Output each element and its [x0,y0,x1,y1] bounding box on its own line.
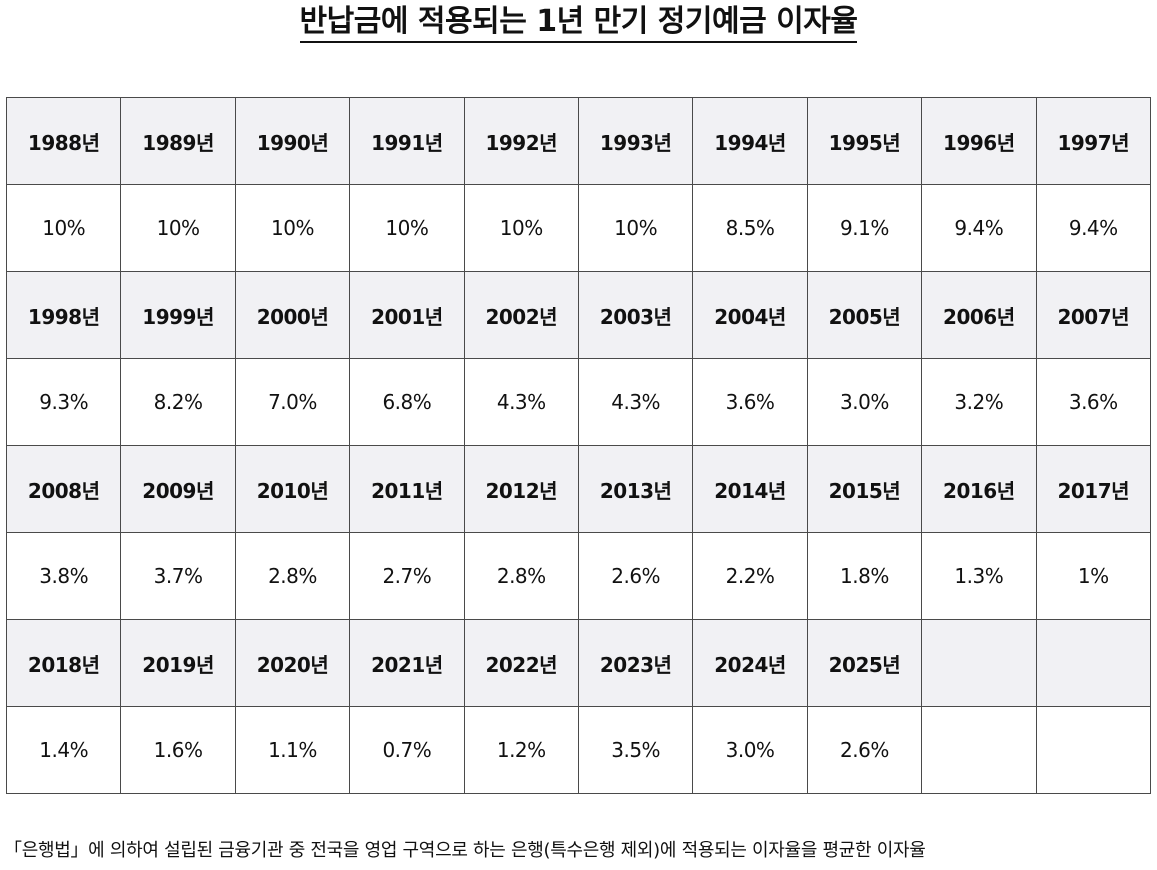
year-cell: 2014년 [692,445,808,533]
rate-cell: 2.6% [806,706,923,794]
rate-cell: 4.3% [463,358,579,446]
rate-row: 10% 10% 10% 10% 10% 10% 8.5% 9.1% 9.4% 9.4% [5,184,1152,272]
rate-row: 3.8% 3.7% 2.8% 2.7% 2.8% 2.6% 2.2% 1.8% 1.3% 1% [5,532,1152,620]
rate-cell: 10% [234,184,351,272]
year-cell: 2003년 [577,271,694,359]
year-cell: 1988년 [5,97,122,185]
year-cell: 2024년 [692,619,808,707]
year-cell: 2015년 [806,445,923,533]
rate-cell: 3.6% [692,358,808,446]
rate-cell: 2.8% [463,532,579,620]
year-cell: 2000년 [234,271,351,359]
year-cell: 2006년 [921,271,1037,359]
year-cell: 2011년 [349,445,465,533]
year-cell: 2012년 [463,445,579,533]
rate-cell: 9.4% [1035,184,1152,272]
year-cell: 1992년 [463,97,579,185]
rate-cell: 9.1% [806,184,923,272]
rate-cell: 1.6% [120,706,236,794]
year-header-row: 1998년 1999년 2000년 2001년 2002년 2003년 2004년 2005년… [5,271,1152,359]
year-header-row: 2008년 2009년 2010년 2011년 2012년 2013년 2014년 2015년… [5,445,1152,533]
year-cell: 1989년 [120,97,236,185]
rate-cell: 10% [5,184,122,272]
rate-cell: 3.7% [120,532,236,620]
rate-cell: 2.8% [234,532,351,620]
rate-cell: 2.6% [577,532,694,620]
rate-cell: 3.2% [921,358,1037,446]
year-cell: 1998년 [5,271,122,359]
page-title: 반납금에 적용되는 1년 만기 정기예금 이자율 [299,4,858,43]
rate-cell [1035,706,1152,794]
year-cell: 2025년 [806,619,923,707]
rate-cell: 1% [1035,532,1152,620]
rate-cell: 2.7% [349,532,465,620]
year-header-row: 2018년 2019년 2020년 2021년 2022년 2023년 2024년 2025년 [5,619,1152,707]
rate-cell: 1.2% [463,706,579,794]
year-cell: 2013년 [577,445,694,533]
year-cell: 1995년 [806,97,923,185]
year-cell: 2016년 [921,445,1037,533]
rate-cell: 3.0% [692,706,808,794]
rate-cell: 1.8% [806,532,923,620]
rate-cell: 10% [120,184,236,272]
rate-cell: 3.5% [577,706,694,794]
year-cell [1035,619,1152,707]
table-body: 1988년 1989년 1990년 1991년 1992년 1993년 1994년 1995년… [5,97,1152,794]
rate-cell: 4.3% [577,358,694,446]
year-cell: 2004년 [692,271,808,359]
year-cell: 2002년 [463,271,579,359]
rate-row: 9.3% 8.2% 7.0% 6.8% 4.3% 4.3% 3.6% 3.0% 3.2% 3.6% [5,358,1152,446]
rate-cell: 3.0% [806,358,923,446]
year-cell: 2022년 [463,619,579,707]
year-header-row: 1988년 1989년 1990년 1991년 1992년 1993년 1994년 1995년… [5,97,1152,185]
rate-row: 1.4% 1.6% 1.1% 0.7% 1.2% 3.5% 3.0% 2.6% [5,706,1152,794]
year-cell: 2020년 [234,619,351,707]
year-cell: 1990년 [234,97,351,185]
rate-cell: 7.0% [234,358,351,446]
rate-cell: 0.7% [349,706,465,794]
year-cell: 2010년 [234,445,351,533]
year-cell: 2021년 [349,619,465,707]
year-cell: 1999년 [120,271,236,359]
year-cell: 1994년 [692,97,808,185]
rate-cell: 9.3% [5,358,122,446]
year-cell [921,619,1037,707]
rate-cell: 3.8% [5,532,122,620]
year-cell: 2023년 [577,619,694,707]
rate-cell: 1.1% [234,706,351,794]
rate-cell: 2.2% [692,532,808,620]
rate-cell: 1.4% [5,706,122,794]
year-cell: 1997년 [1035,97,1152,185]
year-cell: 2009년 [120,445,236,533]
rate-cell: 10% [349,184,465,272]
year-cell: 2008년 [5,445,122,533]
rate-cell: 10% [463,184,579,272]
interest-rate-table: 1988년 1989년 1990년 1991년 1992년 1993년 1994년 1995년… [5,97,1152,794]
year-cell: 1996년 [921,97,1037,185]
year-cell: 2019년 [120,619,236,707]
rate-cell: 6.8% [349,358,465,446]
rate-cell: 1.3% [921,532,1037,620]
rate-cell: 8.2% [120,358,236,446]
rate-cell [921,706,1037,794]
rate-cell: 9.4% [921,184,1037,272]
year-cell: 1993년 [577,97,694,185]
footnote: 「은행법」에 의하여 설립된 금융기관 중 전국을 영업 구역으로 하는 은행(… [4,840,926,861]
rate-cell: 8.5% [692,184,808,272]
year-cell: 2001년 [349,271,465,359]
year-cell: 2017년 [1035,445,1152,533]
year-cell: 1991년 [349,97,465,185]
year-cell: 2018년 [5,619,122,707]
rate-cell: 10% [577,184,694,272]
title-wrap: 반납금에 적용되는 1년 만기 정기예금 이자율 [0,0,1157,43]
rate-cell: 3.6% [1035,358,1152,446]
year-cell: 2005년 [806,271,923,359]
year-cell: 2007년 [1035,271,1152,359]
